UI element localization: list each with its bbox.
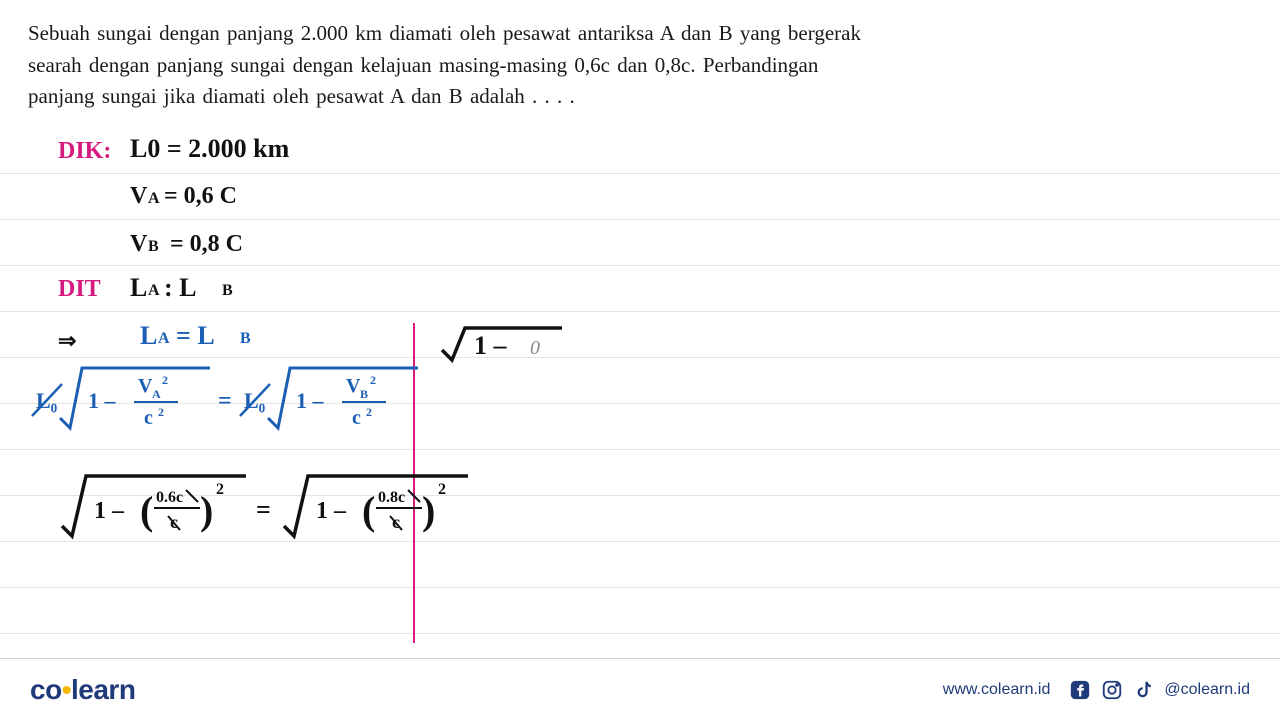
blue-right-c: c: [352, 407, 361, 429]
blue-right-vb-exp: 2: [370, 373, 376, 387]
blue-left-one-minus: 1 –: [88, 388, 117, 413]
blue-right-c-exp: 2: [366, 405, 372, 419]
blue-left-c-exp: 2: [158, 405, 164, 419]
black-left-lparen: (: [140, 488, 153, 533]
black-left-exp: 2: [216, 481, 224, 498]
blue-equals: =: [218, 388, 232, 414]
blue-left-va: V: [138, 375, 153, 397]
question-line-1: Sebuah sungai dengan panjang 2.000 km di…: [28, 18, 1252, 50]
math-svg-overlay: 1 – 0 L₀ 1 – V A 2 c 2 = L₀ 1 – V B 2 c …: [0, 128, 1280, 668]
handwriting-layer: DIK: L0 = 2.000 km V A = 0,6 C V B = 0,8…: [0, 128, 1280, 668]
question-block: Sebuah sungai dengan panjang 2.000 km di…: [0, 0, 1280, 113]
black-left-rparen: ): [200, 488, 213, 533]
blue-right-one-minus: 1 –: [296, 388, 325, 413]
logo-co: co: [30, 674, 62, 705]
brand-logo: co•learn: [30, 674, 135, 706]
blue-left-c: c: [144, 407, 153, 429]
right-radical-partial: 0: [530, 337, 540, 359]
black-right-one-minus: 1 –: [316, 498, 347, 524]
black-equals: =: [256, 495, 271, 524]
logo-learn: learn: [71, 674, 135, 705]
blue-radical-right: [268, 368, 418, 428]
question-line-3: panjang sungai jika diamati oleh pesawat…: [28, 81, 1252, 113]
black-left-one-minus: 1 –: [94, 498, 125, 524]
footer-right: www.colearn.id @colearn.id: [943, 678, 1250, 702]
black-right-num: 0.8c: [378, 489, 405, 506]
blue-right-vb-sub: B: [360, 387, 368, 401]
black-right-exp: 2: [438, 481, 446, 498]
black-right-rparen: ): [422, 488, 435, 533]
tiktok-icon: [1132, 678, 1156, 702]
footer-bar: co•learn www.colearn.id @colearn.id: [0, 658, 1280, 720]
facebook-icon: [1068, 678, 1092, 702]
blue-radical-left: [60, 368, 210, 428]
right-radical-body: 1 –: [474, 331, 508, 360]
black-right-lparen: (: [362, 488, 375, 533]
blue-left-va-exp: 2: [162, 373, 168, 387]
question-line-2: searah dengan panjang sungai dengan kela…: [28, 50, 1252, 82]
black-left-num-strike: [186, 490, 198, 502]
black-left-num: 0.6c: [156, 489, 183, 506]
blue-left-va-sub: A: [152, 387, 161, 401]
blue-right-vb: V: [346, 375, 361, 397]
social-icons: @colearn.id: [1068, 678, 1250, 702]
social-handle: @colearn.id: [1164, 681, 1250, 699]
instagram-icon: [1100, 678, 1124, 702]
footer-url: www.colearn.id: [943, 681, 1051, 699]
logo-dot-icon: •: [62, 674, 71, 705]
